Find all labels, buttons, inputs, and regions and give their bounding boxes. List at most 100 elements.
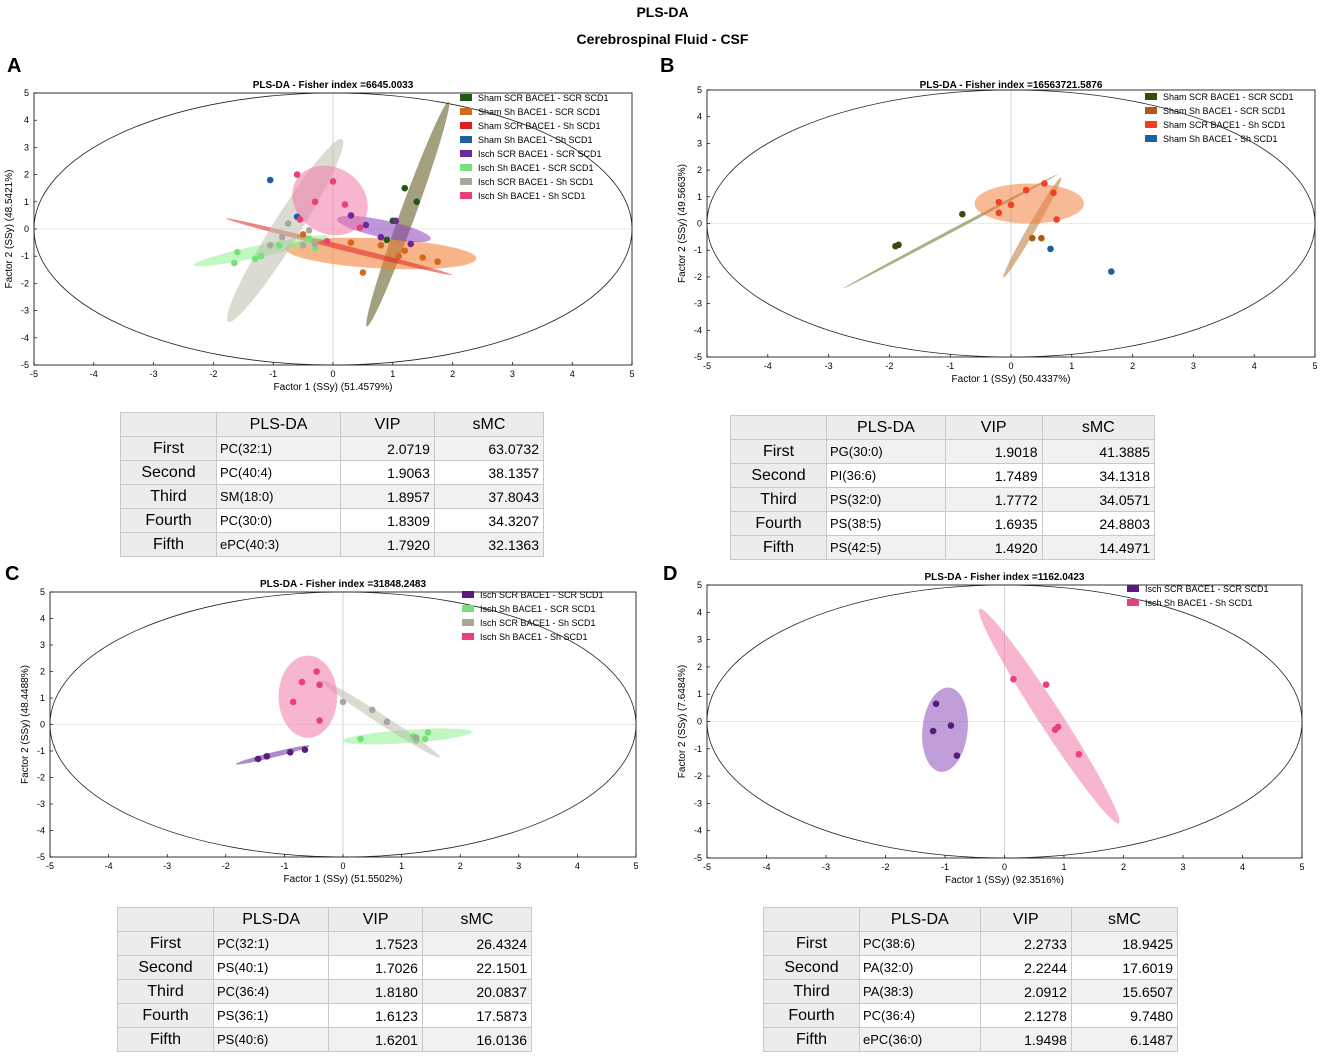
smc-value: 17.5873	[421, 1003, 533, 1028]
y-axis-label: Factor 2 (SSy) (7.6484%)	[677, 665, 688, 778]
row-rank-label: Fifth	[117, 1027, 214, 1052]
x-tick-label: 3	[1191, 361, 1196, 371]
x-tick-label: 3	[1180, 862, 1185, 872]
row-rank-label: Second	[120, 460, 217, 485]
row-rank-label: Second	[117, 955, 214, 980]
vip-value: 1.8309	[340, 508, 435, 533]
x-tick-label: -3	[822, 862, 830, 872]
x-tick-label: 5	[633, 861, 638, 871]
x-tick-label: -4	[90, 369, 98, 379]
panel-letter-b: B	[660, 55, 675, 77]
lipid-name: PC(32:1)	[215, 436, 342, 461]
data-point	[341, 201, 349, 208]
vip-value: 1.8957	[340, 484, 435, 509]
chart-title: PLS-DA - Fisher index =1162.0423	[925, 572, 1085, 583]
data-point	[296, 216, 304, 223]
table-row: First PC(32:1) 2.0719 63.0732	[120, 436, 545, 461]
table-row: First PC(38:6) 2.2733 18.9425	[763, 931, 1179, 956]
column-header: PLS-DA	[212, 907, 330, 932]
legend-swatch	[462, 619, 474, 626]
y-tick-label: 0	[697, 717, 702, 727]
vip-value: 1.8180	[328, 979, 423, 1004]
lipid-name: ePC(40:3)	[215, 532, 342, 557]
x-tick-label: -5	[46, 861, 54, 871]
x-tick-label: 5	[629, 369, 634, 379]
x-tick-label: -3	[163, 861, 171, 871]
vip-value: 2.2244	[979, 955, 1072, 980]
data-point	[305, 227, 313, 234]
x-tick-label: -5	[30, 369, 38, 379]
x-tick-label: 0	[1008, 361, 1013, 371]
x-axis-label: Factor 1 (SSy) (51.5502%)	[284, 874, 403, 885]
lipid-name: PC(36:4)	[212, 979, 330, 1004]
data-point	[316, 681, 323, 689]
vip-value: 1.9018	[944, 439, 1043, 464]
y-tick-label: 0	[40, 720, 45, 730]
x-tick-label: 5	[1312, 361, 1317, 371]
y-axis-label: Factor 2 (SSy) (48.4488%)	[20, 665, 31, 784]
data-point	[311, 198, 319, 206]
vip-value: 1.7523	[328, 931, 423, 956]
x-tick-label: -3	[150, 369, 158, 379]
smc-value: 41.3885	[1041, 439, 1156, 464]
y-tick-label: -4	[21, 333, 29, 343]
x-tick-label: 0	[330, 369, 335, 379]
legend-swatch	[462, 605, 474, 612]
data-point	[347, 212, 355, 219]
x-tick-label: -1	[280, 861, 288, 871]
x-axis-label: Factor 1 (SSy) (51.4579%)	[274, 382, 393, 393]
legend-swatch	[460, 136, 472, 143]
column-header: VIP	[944, 415, 1043, 440]
column-header: PLS-DA	[826, 415, 946, 440]
row-rank-label: Fifth	[120, 532, 217, 557]
x-tick-label: 5	[1299, 862, 1304, 872]
plot-panel-a: PLS-DA - Fisher index =6645.0033 -5 -4 -3 -2…	[0, 76, 650, 476]
x-tick-label: 1	[390, 369, 395, 379]
smc-value: 15.6507	[1070, 979, 1179, 1004]
legend-swatch	[1145, 93, 1157, 100]
data-point	[419, 254, 427, 261]
data-point	[401, 184, 409, 192]
column-header: sMC	[1041, 415, 1156, 440]
smc-value: 26.4324	[421, 931, 533, 956]
column-header: PLS-DA	[859, 907, 981, 932]
lipid-name: PI(36:6)	[826, 463, 946, 488]
y-tick-label: -2	[694, 771, 702, 781]
vip-value: 1.9063	[340, 460, 435, 485]
y-tick-label: 1	[40, 693, 45, 703]
group-ellipse	[922, 687, 968, 772]
data-point	[275, 242, 283, 249]
legend-label: Sham Sh BACE1 - SCR SCD1	[478, 107, 601, 117]
data-point	[347, 239, 355, 246]
data-point	[298, 678, 306, 686]
column-header: VIP	[328, 907, 423, 932]
vip-value: 2.2733	[979, 931, 1072, 956]
plot-panel-d: PLS-DA - Fisher index =1162.0423 -5 -4 -3 -2…	[665, 568, 1325, 893]
y-tick-label: 4	[697, 607, 702, 617]
data-point	[377, 233, 385, 241]
data-point	[316, 717, 323, 724]
lipid-name: PS(40:6)	[212, 1027, 330, 1052]
smc-value: 20.0837	[421, 979, 533, 1004]
table-corner	[117, 907, 214, 932]
data-point	[313, 668, 320, 675]
vip-value: 1.4920	[944, 535, 1043, 560]
legend-label: Isch Sh BACE1 - Sh SCD1	[1145, 598, 1253, 608]
data-point	[369, 706, 376, 714]
data-point	[323, 237, 331, 245]
y-tick-label: 2	[24, 170, 29, 180]
table-row: Fourth PS(38:5) 1.6935 24.8803	[730, 511, 1156, 536]
data-point	[1022, 186, 1030, 194]
lipid-name: PS(32:0)	[826, 487, 946, 512]
x-tick-label: 2	[1121, 862, 1126, 872]
legend-label: Sham Sh BACE1 - Sh SCD1	[1163, 134, 1278, 144]
y-tick-label: 1	[697, 192, 702, 202]
y-tick-label: -3	[694, 299, 702, 309]
column-header: PLS-DA	[215, 412, 342, 437]
y-tick-label: -1	[21, 251, 29, 261]
y-tick-label: -2	[21, 278, 29, 288]
table-row: Third PS(32:0) 1.7772 34.0571	[730, 487, 1156, 512]
legend-label: Isch Sh BACE1 - Sh SCD1	[480, 632, 588, 642]
x-tick-label: -4	[764, 361, 772, 371]
data-point	[339, 698, 347, 706]
